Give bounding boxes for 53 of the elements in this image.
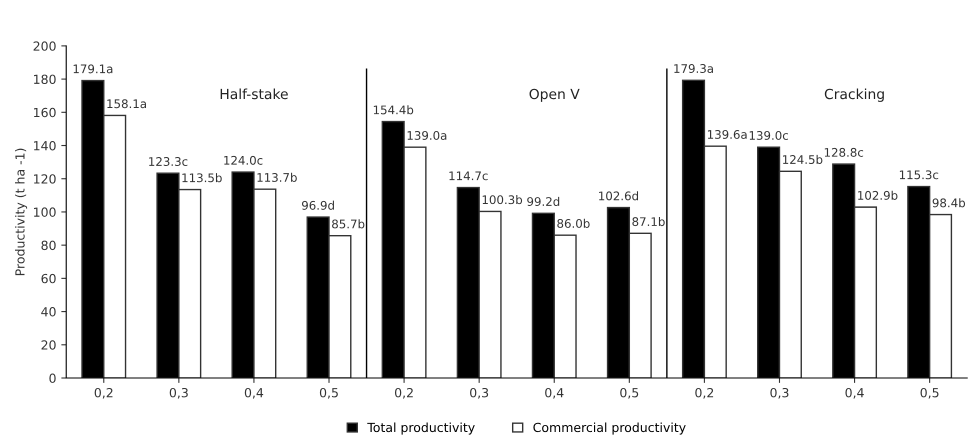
data-label: 139.6a	[708, 130, 747, 139]
annotation: Half-stake	[220, 88, 288, 100]
legend-label: Total productivity	[367, 422, 475, 435]
y-tick-label: 60	[41, 274, 56, 284]
y-tick-label: 20	[42, 340, 56, 350]
x-tick-label: 0,3	[770, 388, 788, 399]
y-axis-title: Productivity (t ha -1)	[14, 148, 28, 276]
y-tick-label: 40	[41, 307, 56, 317]
data-label: 124.0c	[224, 156, 262, 165]
x-tick-label: 0,4	[845, 388, 864, 399]
y-tick-label: 140	[34, 140, 56, 150]
data-label: 124.5b	[783, 154, 822, 164]
x-tick-label: 0,2	[695, 388, 714, 399]
x-tick-label: 0,3	[170, 388, 188, 399]
y-tick-label: 80	[41, 240, 56, 250]
data-label: 102.9b	[858, 190, 898, 200]
data-label: 86.0b	[557, 218, 590, 228]
y-tick-label: 0	[49, 373, 56, 383]
data-label: 113.7b	[257, 172, 297, 182]
data-label: 128.8c	[824, 148, 864, 157]
data-label: 87.1b	[632, 216, 665, 226]
x-tick-label: 0,5	[620, 388, 638, 399]
data-label: 99.2d	[527, 196, 560, 206]
x-tick-label: 0,2	[394, 388, 413, 399]
data-label: 100.3b	[482, 195, 522, 204]
data-label: 96.9d	[302, 200, 334, 210]
y-tick-label: 160	[34, 108, 56, 118]
data-label: 114.7c	[449, 171, 488, 180]
x-tick-label: 0,4	[244, 388, 264, 399]
x-tick-label: 0,3	[470, 388, 488, 399]
data-label: 115.3c	[900, 170, 938, 180]
data-label: 154.4b	[374, 105, 414, 114]
data-label: 113.5b	[182, 173, 222, 182]
y-tick-label: 120	[34, 174, 56, 184]
data-label: 123.3c	[149, 157, 188, 166]
data-label: 102.6d	[599, 191, 638, 200]
annotation: Cracking	[824, 88, 884, 102]
data-label: 98.4b	[932, 198, 966, 208]
data-label: 85.7b	[332, 219, 364, 228]
x-tick-label: 0,5	[320, 388, 338, 399]
data-label: 158.1a	[107, 99, 146, 108]
legend-label: Commercial productivity	[533, 422, 686, 435]
x-tick-label: 0,4	[545, 388, 564, 399]
y-tick-label: 180	[34, 74, 56, 84]
y-tick-label: 200	[34, 41, 56, 51]
x-tick-label: 0,2	[94, 388, 112, 399]
y-tick-label: 100	[34, 207, 56, 217]
x-tick-label: 0,5	[920, 388, 938, 399]
data-label: 139.0c	[750, 130, 788, 140]
data-label: 139.0a	[408, 130, 446, 140]
data-label: 179.1a	[74, 64, 112, 74]
annotation: Open V	[530, 88, 580, 102]
data-label: 179.3a	[674, 64, 713, 73]
